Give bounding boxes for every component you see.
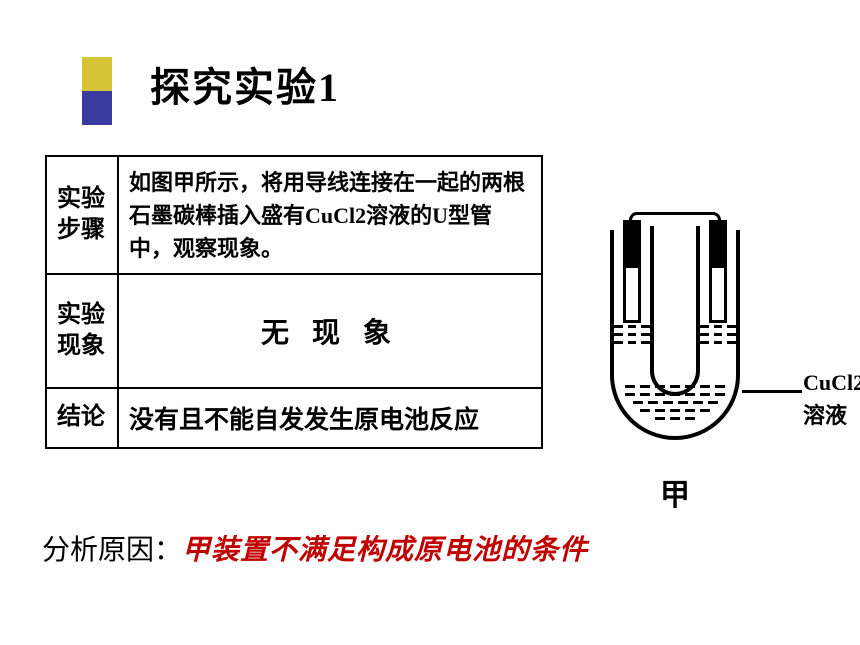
conclusion-text: 没有且不能自发发生原电池反应 — [129, 407, 479, 434]
u-tube-inner — [650, 226, 700, 396]
row-label-concl: 结论 — [46, 388, 118, 448]
analysis-line: 分析原因：甲装置不满足构成原电池的条件 — [42, 528, 588, 568]
analysis-label: 分析原因： — [42, 535, 182, 566]
title-accent — [82, 57, 112, 125]
electrode-cap-right — [709, 220, 727, 265]
step-formula-sub: 2 — [355, 203, 366, 228]
table-row: 实验步骤 如图甲所示，将用导线连接在一起的两根石墨碳棒插入盛有CuCl2溶液的U… — [46, 156, 542, 274]
pointer-line — [742, 390, 802, 393]
analysis-reason: 甲装置不满足构成原电池的条件 — [182, 535, 588, 566]
electrode-body-left — [623, 265, 641, 323]
label-cucl2: CuCl2 — [803, 370, 860, 396]
table-row: 实验现象 无 现 象 — [46, 274, 542, 388]
step-formula: CuCl — [305, 203, 355, 228]
table-row: 结论 没有且不能自发发生原电池反应 — [46, 388, 542, 448]
row-content-steps: 如图甲所示，将用导线连接在一起的两根石墨碳棒插入盛有CuCl2溶液的U型管中，观… — [118, 156, 542, 274]
experiment-table: 实验步骤 如图甲所示，将用导线连接在一起的两根石墨碳棒插入盛有CuCl2溶液的U… — [45, 155, 543, 449]
phenomenon-text: 无 现 象 — [129, 283, 531, 379]
row-label-steps: 实验步骤 — [46, 156, 118, 274]
slide-title: 探究实验1 — [150, 55, 340, 113]
electrode-cap-left — [623, 220, 641, 265]
row-label-phenom: 实验现象 — [46, 274, 118, 388]
row-content-concl: 没有且不能自发发生原电池反应 — [118, 388, 542, 448]
electrode-body-right — [709, 265, 727, 323]
row-content-phenom: 无 现 象 — [118, 274, 542, 388]
diagram-caption: 甲 — [660, 470, 690, 514]
liquid-right — [700, 325, 736, 350]
label-solution: 溶液 — [803, 398, 847, 430]
accent-gold — [82, 57, 112, 91]
accent-blue — [82, 91, 112, 125]
liquid-left — [614, 325, 650, 350]
apparatus-diagram: CuCl2 溶液 甲 — [565, 170, 850, 505]
